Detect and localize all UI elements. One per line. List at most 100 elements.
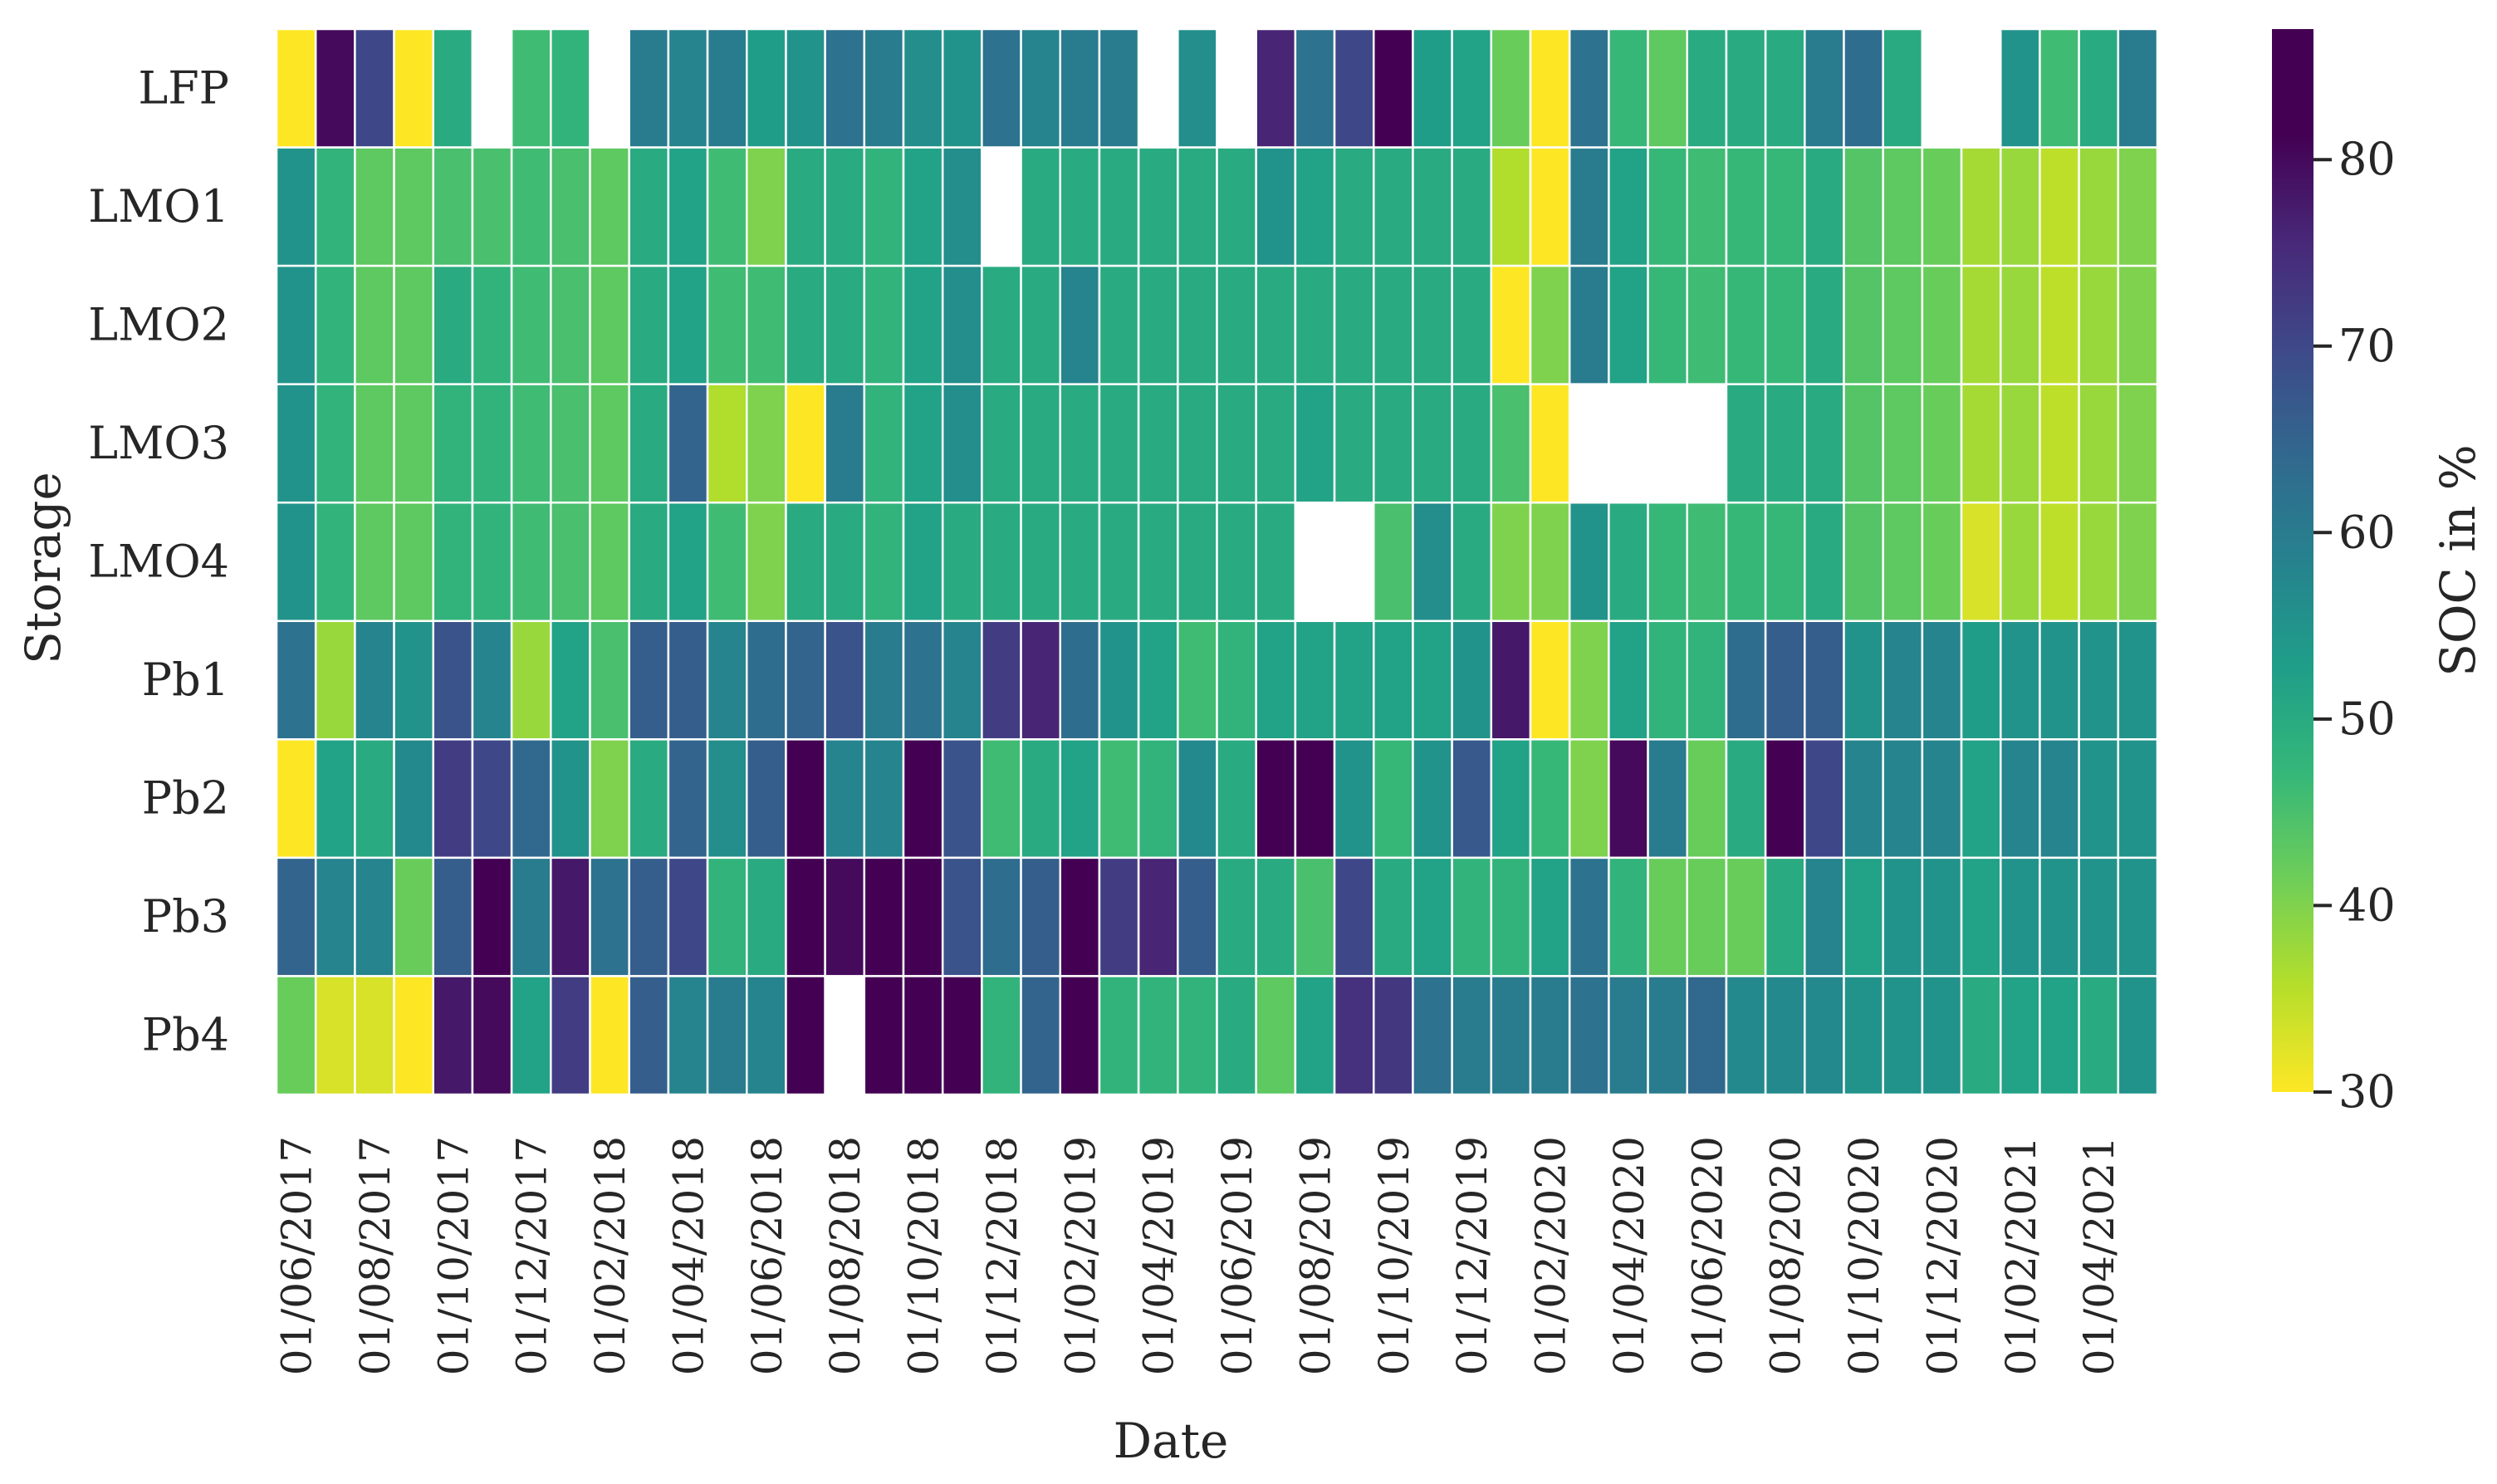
x-tick-label: 01/08/2019 [1292, 1136, 1340, 1375]
heatmap-cell [706, 856, 748, 977]
heatmap-cell [1490, 501, 1532, 623]
heatmap-cell [1647, 383, 1689, 504]
heatmap-cell [746, 738, 787, 860]
heatmap-cell [1412, 738, 1453, 860]
heatmap-cell [746, 975, 787, 1096]
heatmap-cell [706, 264, 748, 385]
heatmap-cell [1882, 738, 1924, 860]
x-tick-label: 01/12/2018 [978, 1136, 1026, 1375]
heatmap-cell [550, 383, 591, 504]
heatmap-cell [1529, 146, 1571, 267]
heatmap-cell [2000, 738, 2041, 860]
heatmap-cell [2000, 27, 2041, 149]
heatmap-cell [1882, 27, 1924, 149]
heatmap-cell [785, 146, 826, 267]
heatmap-cell [1333, 738, 1375, 860]
heatmap-cell [1294, 856, 1336, 977]
heatmap-cell [1921, 501, 1963, 623]
heatmap-cell [863, 975, 905, 1096]
x-tick-label: 01/04/2019 [1135, 1136, 1183, 1375]
heatmap-cell [1804, 620, 1845, 741]
x-tick-label: 01/06/2017 [273, 1136, 321, 1375]
heatmap-cell [1177, 146, 1218, 267]
heatmap-cell [1059, 620, 1101, 741]
heatmap-cell [1412, 27, 1453, 149]
heatmap-cell [393, 146, 434, 267]
heatmap-cell [1059, 264, 1101, 385]
heatmap-cell [1647, 975, 1689, 1096]
colorbar-tick-label: 50 [2338, 693, 2396, 745]
heatmap-cell [1960, 975, 2002, 1096]
heatmap-cell [1804, 383, 1845, 504]
x-tick-label: 01/06/2020 [1683, 1136, 1731, 1375]
heatmap-cell [1490, 264, 1532, 385]
heatmap-cell [1137, 264, 1179, 385]
heatmap-cell [2078, 856, 2120, 977]
heatmap-cell [1921, 264, 1963, 385]
heatmap-cell [1725, 146, 1767, 267]
heatmap-cell [1843, 620, 1884, 741]
heatmap-cell [510, 383, 552, 504]
heatmap-cell [1216, 27, 1257, 149]
heatmap-cell [589, 146, 630, 267]
heatmap-cell [589, 975, 630, 1096]
heatmap-cell [1177, 856, 1218, 977]
heatmap-cell [1333, 975, 1375, 1096]
heatmap-cell [589, 264, 630, 385]
heatmap-cell [902, 501, 944, 623]
heatmap-cell [1529, 738, 1571, 860]
heatmap-cell [510, 146, 552, 267]
heatmap-cells [275, 27, 2159, 1096]
heatmap-cell [902, 27, 944, 149]
heatmap-cell [1451, 264, 1493, 385]
heatmap-cell [1608, 975, 1649, 1096]
heatmap-cell [1216, 264, 1257, 385]
heatmap-cell [510, 27, 552, 149]
heatmap-cell [2078, 383, 2120, 504]
heatmap-cell [1490, 146, 1532, 267]
heatmap-cell [1608, 264, 1649, 385]
heatmap-cell [1490, 620, 1532, 741]
heatmap-cell [393, 501, 434, 623]
heatmap-cell [1255, 383, 1297, 504]
x-axis-title: Date [1114, 1413, 1229, 1469]
heatmap-cell [1764, 738, 1806, 860]
heatmap-cell [2039, 620, 2080, 741]
heatmap-cell [2039, 975, 2080, 1096]
heatmap-cell [1098, 27, 1140, 149]
heatmap-cell [2078, 975, 2120, 1096]
heatmap-cell [785, 620, 826, 741]
heatmap-cell [2000, 856, 2041, 977]
heatmap-cell [1608, 383, 1649, 504]
heatmap-cell [1568, 738, 1610, 860]
heatmap-cell [1451, 27, 1493, 149]
heatmap-cell [1177, 620, 1218, 741]
heatmap-cell [471, 383, 513, 504]
heatmap-cell [1020, 264, 1062, 385]
heatmap-cell [1255, 501, 1297, 623]
heatmap-cell [314, 383, 356, 504]
heatmap-cell [1882, 620, 1924, 741]
heatmap-cell [981, 146, 1022, 267]
heatmap-cell [314, 856, 356, 977]
heatmap-cell [471, 501, 513, 623]
heatmap-cell [863, 264, 905, 385]
colorbar-gradient [2272, 29, 2313, 1092]
heatmap-cell [1843, 146, 1884, 267]
heatmap-cell [510, 738, 552, 860]
heatmap-cell [471, 146, 513, 267]
heatmap-cell [1294, 383, 1336, 504]
heatmap-cell [1412, 146, 1453, 267]
heatmap-cell [1098, 620, 1140, 741]
heatmap-cell [1921, 856, 1963, 977]
heatmap-cell [354, 738, 395, 860]
heatmap-cell [863, 856, 905, 977]
heatmap-cell [1686, 27, 1728, 149]
heatmap-cell [706, 146, 748, 267]
heatmap-cell [1294, 264, 1336, 385]
heatmap-cell [589, 738, 630, 860]
heatmap-cell [1098, 146, 1140, 267]
heatmap-cell [902, 146, 944, 267]
heatmap-cell [1451, 975, 1493, 1096]
